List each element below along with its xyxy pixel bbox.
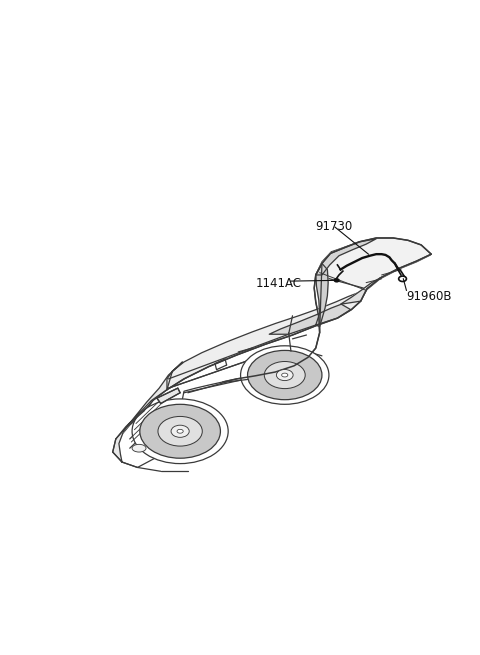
Text: 1141AC: 1141AC — [256, 277, 302, 290]
Ellipse shape — [248, 350, 322, 400]
Text: 91960B: 91960B — [407, 290, 452, 303]
Polygon shape — [316, 238, 431, 289]
Text: 91730: 91730 — [316, 219, 353, 233]
Polygon shape — [167, 289, 366, 390]
Ellipse shape — [282, 373, 288, 377]
Ellipse shape — [171, 425, 189, 438]
Ellipse shape — [240, 346, 329, 404]
Ellipse shape — [140, 404, 220, 458]
Ellipse shape — [399, 276, 407, 282]
Ellipse shape — [335, 279, 339, 282]
Ellipse shape — [276, 369, 293, 381]
Ellipse shape — [132, 444, 146, 452]
Polygon shape — [157, 388, 180, 403]
Polygon shape — [316, 239, 376, 275]
Polygon shape — [316, 263, 328, 327]
Polygon shape — [340, 277, 382, 304]
Polygon shape — [269, 304, 350, 334]
Polygon shape — [114, 239, 431, 468]
Polygon shape — [113, 362, 182, 462]
Ellipse shape — [158, 417, 202, 446]
Ellipse shape — [264, 362, 305, 388]
Ellipse shape — [132, 399, 228, 464]
Ellipse shape — [177, 429, 183, 433]
